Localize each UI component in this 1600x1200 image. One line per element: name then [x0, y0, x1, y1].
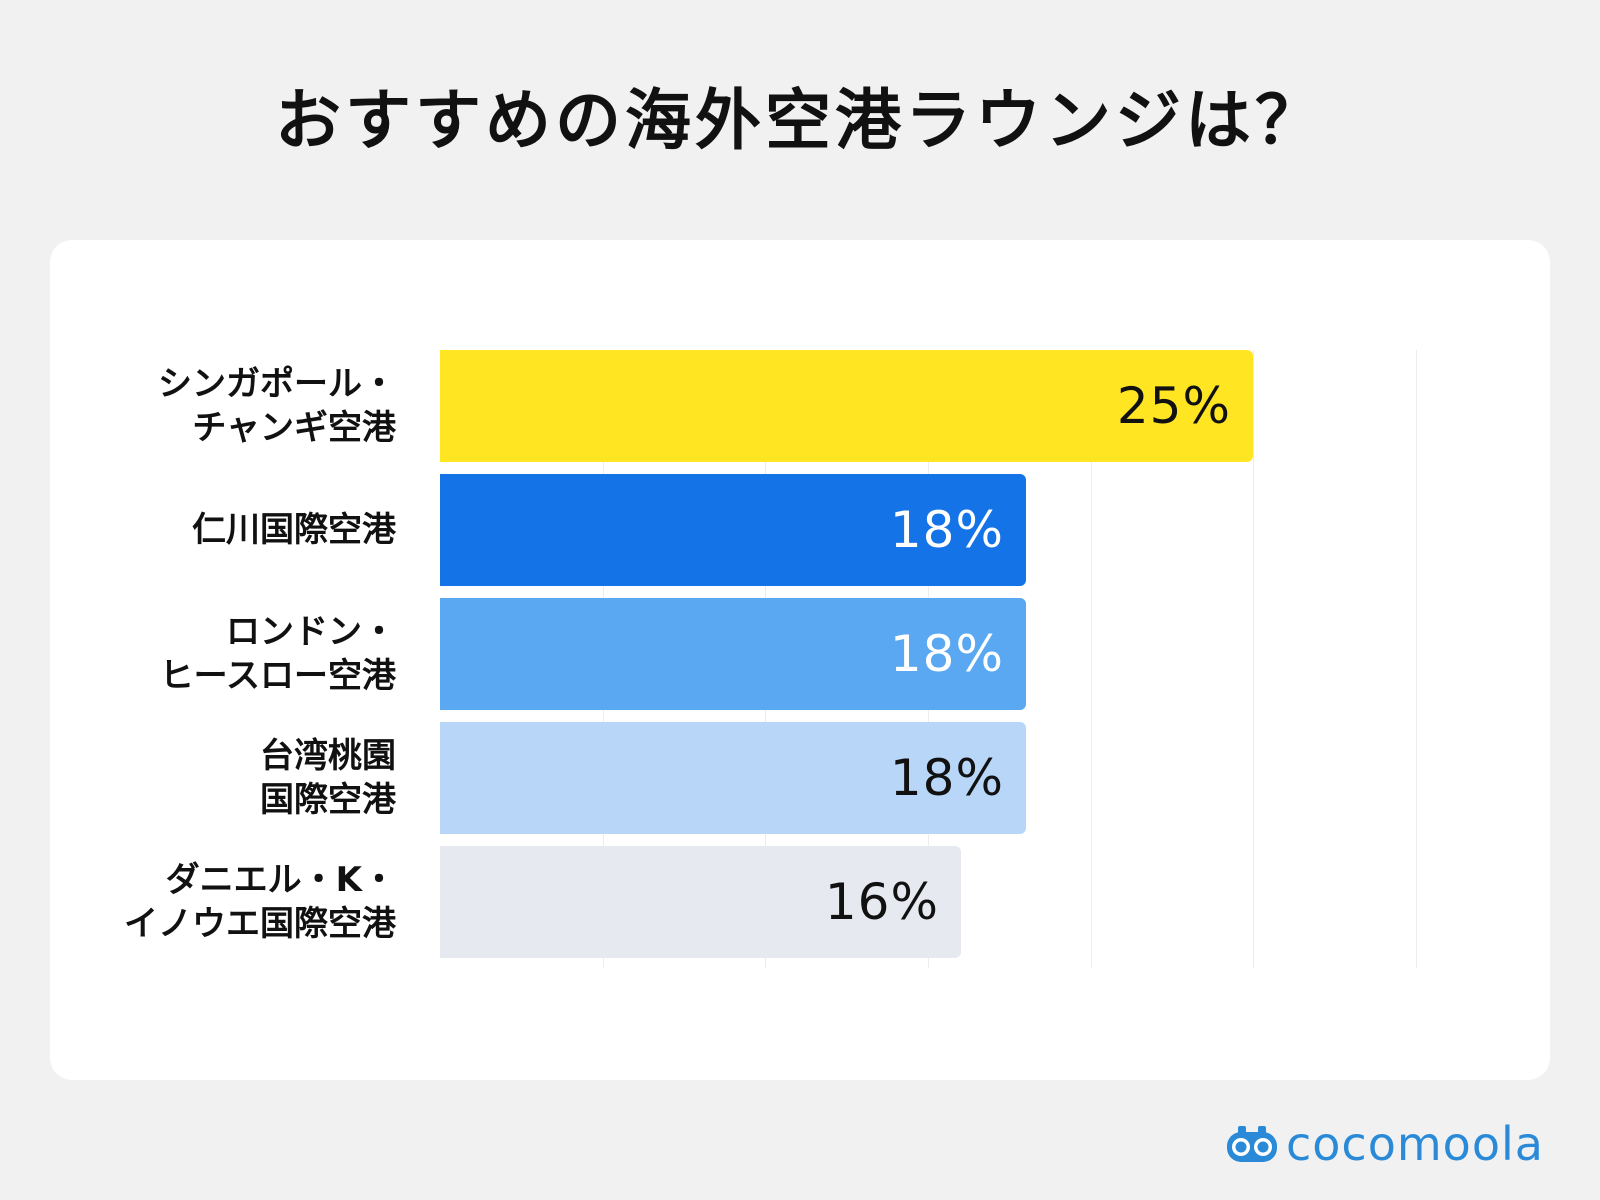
data-label: 18%: [889, 749, 1004, 807]
gridline: [1253, 350, 1254, 968]
bar: 18%: [440, 722, 1026, 834]
category-label-line: ロンドン・: [226, 612, 396, 652]
category-label-line: 仁川国際空港: [192, 510, 396, 550]
chart-title: おすすめの海外空港ラウンジは？: [275, 82, 1325, 159]
category-label-line: シンガポール・: [158, 364, 396, 404]
brand-name: cocomoola: [1286, 1117, 1544, 1171]
category-label: シンガポール・ チャンギ空港: [60, 350, 396, 462]
gridline: [1091, 350, 1092, 968]
category-label: ダニエル・K・ イノウエ国際空港: [60, 846, 396, 958]
data-label: 16%: [824, 873, 939, 931]
data-label: 25%: [1116, 377, 1231, 435]
category-label: 台湾桃園 国際空港: [60, 722, 396, 834]
bar: 25%: [440, 350, 1253, 462]
category-label-line: ダニエル・K・: [165, 860, 396, 900]
category-label-line: 台湾桃園: [260, 736, 396, 776]
category-label: ロンドン・ ヒースロー空港: [60, 598, 396, 710]
category-label: 仁川国際空港: [60, 474, 396, 586]
data-label: 18%: [889, 501, 1004, 559]
brand-logo: cocomoola: [1226, 1116, 1544, 1172]
bar: 18%: [440, 474, 1026, 586]
binoculars-icon: [1227, 1126, 1277, 1162]
data-label: 18%: [889, 625, 1004, 683]
category-label-line: 国際空港: [260, 780, 396, 820]
bar: 16%: [440, 846, 961, 958]
bar: 18%: [440, 598, 1026, 710]
category-label-line: イノウエ国際空港: [124, 904, 396, 944]
gridline: [1416, 350, 1417, 968]
plot-area: 25% 18% 18% 18% 16%: [440, 350, 1417, 968]
category-label-line: ヒースロー空港: [159, 656, 396, 696]
category-label-line: チャンギ空港: [192, 408, 396, 448]
